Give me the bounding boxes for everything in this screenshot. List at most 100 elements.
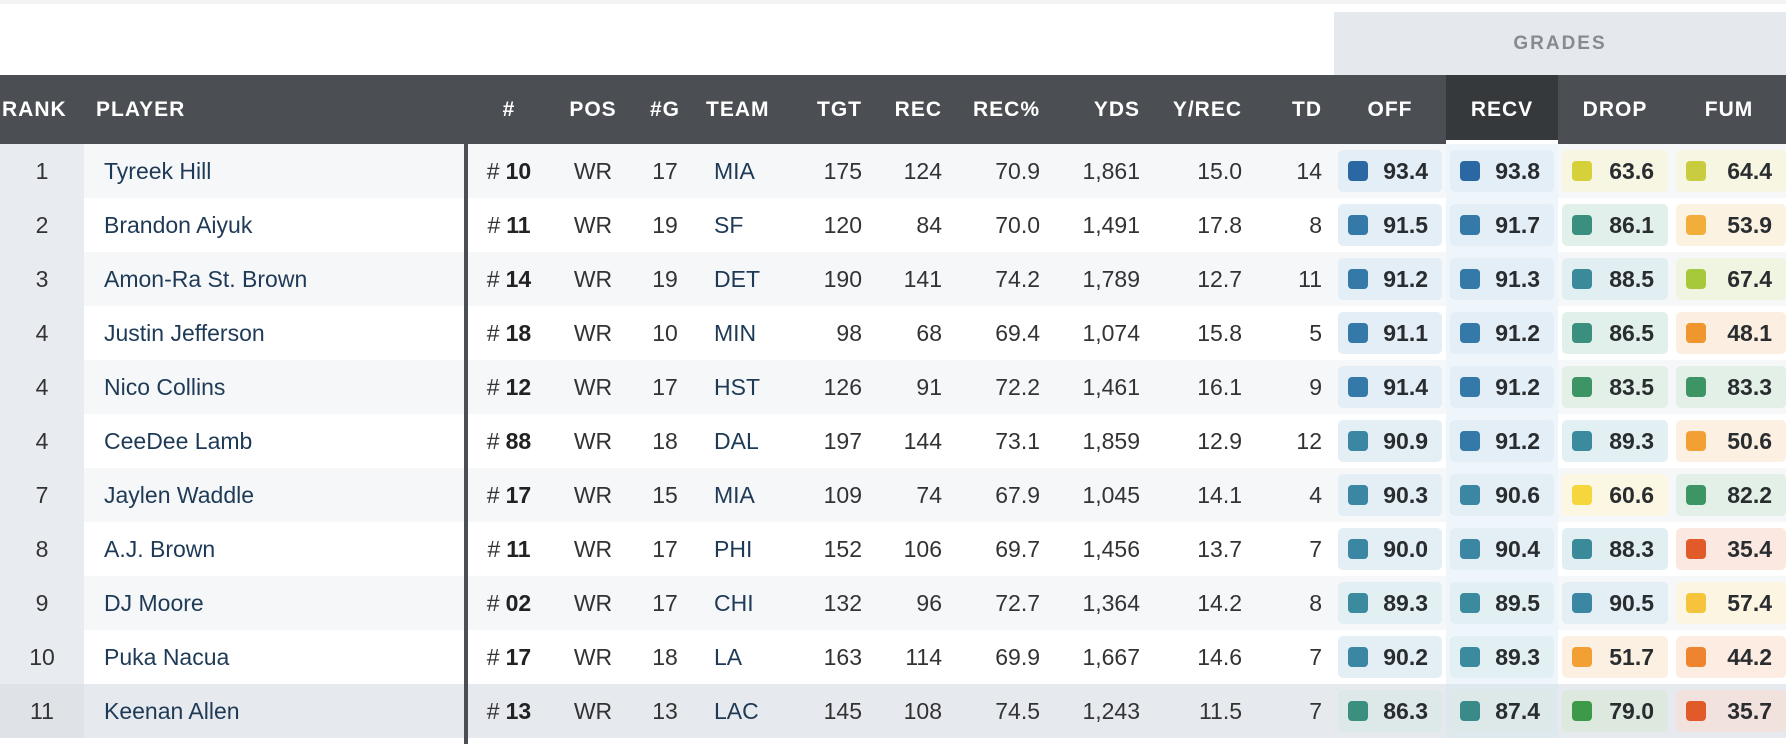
- cell-player[interactable]: Brandon Aiyuk: [104, 198, 454, 252]
- player-name-link[interactable]: A.J. Brown: [104, 535, 216, 562]
- column-header-td[interactable]: TD: [1292, 97, 1322, 121]
- table-row[interactable]: 4 CeeDee Lamb #88 DAL WR 18 197 144 73.1 1,859 12.…: [0, 414, 1786, 468]
- grade-off: 91.5: [1338, 204, 1442, 246]
- column-header-number[interactable]: #: [502, 97, 516, 121]
- grade-value: 35.4: [1727, 535, 1772, 562]
- cell-player[interactable]: DJ Moore: [104, 576, 454, 630]
- grade-off: 91.4: [1338, 366, 1442, 408]
- cell-team[interactable]: CHI: [714, 576, 794, 630]
- column-header-drop[interactable]: DROP: [1582, 97, 1648, 121]
- cell-player[interactable]: Tyreek Hill: [104, 144, 454, 198]
- table-row[interactable]: 4 Justin Jefferson #18 MIN WR 10 98 68 69.4 1,074…: [0, 306, 1786, 360]
- cell-team[interactable]: HST: [714, 360, 794, 414]
- grade-color-swatch: [1572, 431, 1592, 451]
- player-name-link[interactable]: Amon-Ra St. Brown: [104, 265, 308, 292]
- column-header-pos[interactable]: POS: [569, 97, 617, 121]
- cell-team[interactable]: MIA: [714, 144, 794, 198]
- grade-color-swatch: [1348, 269, 1368, 289]
- table-row[interactable]: 11 Keenan Allen #13 LAC WR 13 145 108 74.5 1,243 1…: [0, 684, 1786, 738]
- grade-color-swatch: [1686, 647, 1706, 667]
- grade-value: 89.3: [1609, 427, 1654, 454]
- top-border: [0, 0, 1786, 4]
- cell-player[interactable]: A.J. Brown: [104, 522, 454, 576]
- grade-value: 57.4: [1727, 589, 1772, 616]
- team-link[interactable]: LA: [714, 643, 743, 670]
- player-name-link[interactable]: Puka Nacua: [104, 643, 230, 670]
- cell-player[interactable]: Amon-Ra St. Brown: [104, 252, 454, 306]
- cell-team[interactable]: LA: [714, 630, 794, 684]
- team-link[interactable]: LAC: [714, 697, 759, 724]
- team-link[interactable]: DAL: [714, 427, 759, 454]
- grade-color-swatch: [1348, 377, 1368, 397]
- player-name-link[interactable]: Nico Collins: [104, 373, 226, 400]
- grade-value: 67.4: [1727, 265, 1772, 292]
- column-header-fum[interactable]: FUM: [1704, 97, 1754, 121]
- cell-player[interactable]: Keenan Allen: [104, 684, 454, 738]
- column-header-rank[interactable]: RANK: [2, 97, 67, 121]
- column-header-games[interactable]: #G: [649, 97, 680, 121]
- player-name-link[interactable]: Brandon Aiyuk: [104, 211, 253, 238]
- grade-value: 44.2: [1727, 643, 1772, 670]
- team-link[interactable]: MIA: [714, 157, 755, 184]
- table-row[interactable]: 4 Nico Collins #12 HST WR 17 126 91 72.2 1,461 16.…: [0, 360, 1786, 414]
- table-row[interactable]: 1 Tyreek Hill #10 MIA WR 17 175 124 70.9 1,861 15.…: [0, 144, 1786, 198]
- table-row[interactable]: 2 Brandon Aiyuk #11 SF WR 19 120 84 70.0 1,491 17.…: [0, 198, 1786, 252]
- grade-color-swatch: [1686, 485, 1706, 505]
- cell-team[interactable]: MIA: [714, 468, 794, 522]
- cell-player[interactable]: Justin Jefferson: [104, 306, 454, 360]
- cell-y-rec: 14.1: [1197, 481, 1242, 508]
- player-name-link[interactable]: DJ Moore: [104, 589, 204, 616]
- team-link[interactable]: DET: [714, 265, 760, 292]
- cell-rec: 106: [903, 535, 942, 562]
- column-header-off[interactable]: OFF: [1367, 97, 1413, 121]
- grade-color-swatch: [1686, 701, 1706, 721]
- grade-recv: 90.4: [1450, 528, 1554, 570]
- team-link[interactable]: CHI: [714, 589, 754, 616]
- table-row[interactable]: 8 A.J. Brown #11 PHI WR 17 152 106 69.7 1,456 13.7…: [0, 522, 1786, 576]
- column-header-yds[interactable]: YDS: [1093, 97, 1140, 121]
- column-header-rec-pct[interactable]: REC%: [972, 97, 1040, 121]
- cell-rank: 2: [0, 198, 84, 252]
- cell-team[interactable]: PHI: [714, 522, 794, 576]
- grade-value: 48.1: [1727, 319, 1772, 346]
- team-link[interactable]: MIA: [714, 481, 755, 508]
- cell-team[interactable]: DAL: [714, 414, 794, 468]
- player-name-link[interactable]: Jaylen Waddle: [104, 481, 255, 508]
- cell-team[interactable]: LAC: [714, 684, 794, 738]
- cell-player[interactable]: Nico Collins: [104, 360, 454, 414]
- player-name-link[interactable]: Justin Jefferson: [104, 319, 265, 346]
- column-header-player[interactable]: PLAYER: [96, 97, 186, 121]
- column-header-team[interactable]: TEAM: [706, 97, 770, 121]
- team-link[interactable]: HST: [714, 373, 760, 400]
- table-row[interactable]: 7 Jaylen Waddle #17 MIA WR 15 109 74 67.9 1,045 14…: [0, 468, 1786, 522]
- column-header-y-rec[interactable]: Y/REC: [1172, 97, 1242, 121]
- team-link[interactable]: PHI: [714, 535, 753, 562]
- cell-pos: WR: [573, 265, 613, 292]
- grade-color-swatch: [1460, 701, 1480, 721]
- cell-team[interactable]: SF: [714, 198, 794, 252]
- column-header-recv[interactable]: RECV: [1446, 75, 1558, 144]
- player-name-link[interactable]: Tyreek Hill: [104, 157, 212, 184]
- cell-td: 7: [1309, 535, 1322, 562]
- cell-player[interactable]: Jaylen Waddle: [104, 468, 454, 522]
- cell-yds: 1,074: [1082, 319, 1140, 346]
- cell-jersey-number: #10: [470, 144, 548, 198]
- table-row[interactable]: 10 Puka Nacua #17 LA WR 18 163 114 69.9 1,667 14.6…: [0, 630, 1786, 684]
- grade-value: 93.8: [1495, 157, 1540, 184]
- cell-player[interactable]: Puka Nacua: [104, 630, 454, 684]
- player-name-link[interactable]: CeeDee Lamb: [104, 427, 253, 454]
- team-link[interactable]: MIN: [714, 319, 757, 346]
- grade-off: 91.2: [1338, 258, 1442, 300]
- cell-team[interactable]: MIN: [714, 306, 794, 360]
- grade-value: 90.4: [1495, 535, 1540, 562]
- column-header-rec[interactable]: REC: [894, 97, 942, 121]
- table-row[interactable]: 3 Amon-Ra St. Brown #14 DET WR 19 190 141 74.2 1,…: [0, 252, 1786, 306]
- player-name-link[interactable]: Keenan Allen: [104, 697, 240, 724]
- column-header-tgt[interactable]: TGT: [817, 97, 862, 121]
- table-row[interactable]: 9 DJ Moore #02 CHI WR 17 132 96 72.7 1,364 14.2 8 89…: [0, 576, 1786, 630]
- grade-value: 89.3: [1383, 589, 1428, 616]
- team-link[interactable]: SF: [714, 211, 744, 238]
- grade-color-swatch: [1572, 485, 1592, 505]
- cell-player[interactable]: CeeDee Lamb: [104, 414, 454, 468]
- cell-team[interactable]: DET: [714, 252, 794, 306]
